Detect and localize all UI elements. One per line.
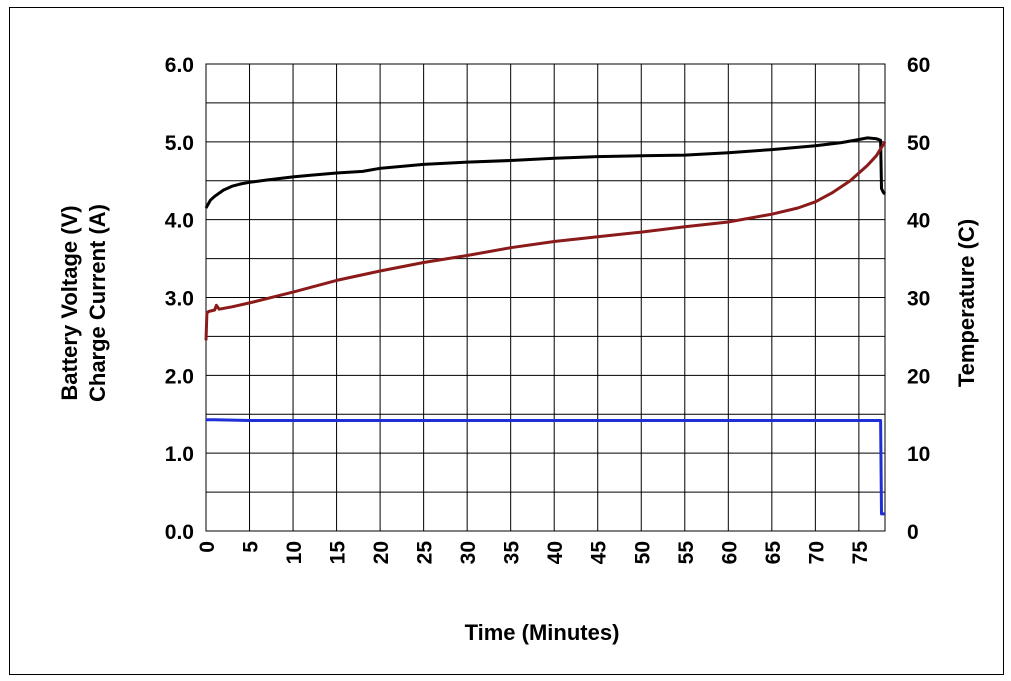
series-line-3	[206, 418, 885, 516]
plot-area	[205, 63, 886, 532]
x-tick-label: 75	[849, 541, 872, 565]
x-axis-title: Time (Minutes)	[465, 620, 620, 645]
y-right-tick-label: 0	[907, 521, 919, 544]
x-tick-label: 60	[718, 541, 741, 564]
y-left-tick-label: 2.0	[165, 365, 194, 388]
x-tick-label: 40	[544, 541, 567, 564]
x-tick-label: 30	[457, 541, 480, 564]
y-left-tick-label: 0.0	[165, 521, 194, 544]
y-right-tick-label: 40	[907, 210, 930, 233]
x-tick-label: 65	[762, 541, 785, 565]
y-right-tick-label: 30	[907, 288, 930, 311]
y-left-tick-label: 6.0	[165, 54, 194, 77]
x-tick-label: 5	[240, 541, 263, 553]
y-left-tick-label: 5.0	[165, 132, 194, 155]
series-layer	[204, 136, 887, 516]
y-left-axis-ticks: 0.0 1.0 2.0 3.0 4.0 5.0 6.0	[165, 54, 194, 544]
y-right-axis-title: Temperature (C)	[954, 219, 979, 387]
y-right-tick-label: 60	[907, 54, 930, 77]
y-left-axis-title-1: Battery Voltage (V)	[57, 205, 82, 400]
y-left-axis-title-2: Charge Current (A)	[85, 204, 110, 402]
chart-grid	[205, 63, 885, 532]
x-tick-label: 20	[370, 541, 393, 564]
x-tick-label: 15	[327, 541, 350, 565]
y-right-axis-ticks: 0 10 20 30 40 50 60	[907, 54, 930, 544]
y-right-tick-label: 50	[907, 132, 930, 155]
series-line-2	[204, 141, 887, 341]
y-left-tick-label: 4.0	[165, 210, 194, 233]
chart-frame	[9, 7, 1004, 675]
x-tick-label: 55	[675, 541, 698, 565]
x-tick-label: 25	[414, 541, 437, 565]
y-left-tick-label: 1.0	[165, 443, 194, 466]
x-tick-label: 35	[501, 541, 524, 565]
x-tick-label: 50	[631, 541, 654, 564]
y-left-tick-label: 3.0	[165, 288, 194, 311]
x-tick-label: 45	[588, 541, 611, 565]
x-tick-label: 10	[283, 541, 306, 564]
x-axis-ticks: 0 5 10 15 20 25 30 35 40 45 50 55 60 65 70 75	[196, 541, 872, 565]
y-right-tick-label: 10	[907, 443, 930, 466]
x-tick-label: 0	[196, 541, 219, 553]
x-tick-label: 70	[805, 541, 828, 564]
y-right-tick-label: 20	[907, 365, 930, 388]
series-line-1	[204, 136, 887, 209]
